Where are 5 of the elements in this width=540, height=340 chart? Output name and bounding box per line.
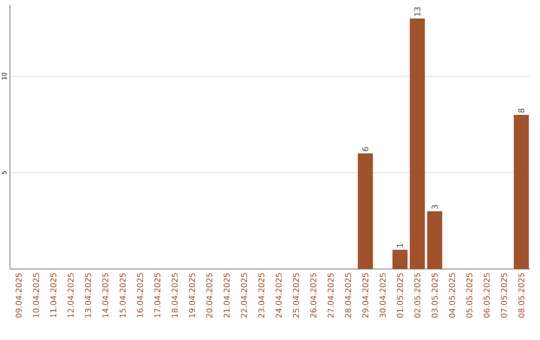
bar (410, 18, 425, 269)
bar (427, 211, 442, 269)
bar (358, 153, 373, 269)
bar (392, 250, 408, 269)
bar (514, 114, 529, 269)
